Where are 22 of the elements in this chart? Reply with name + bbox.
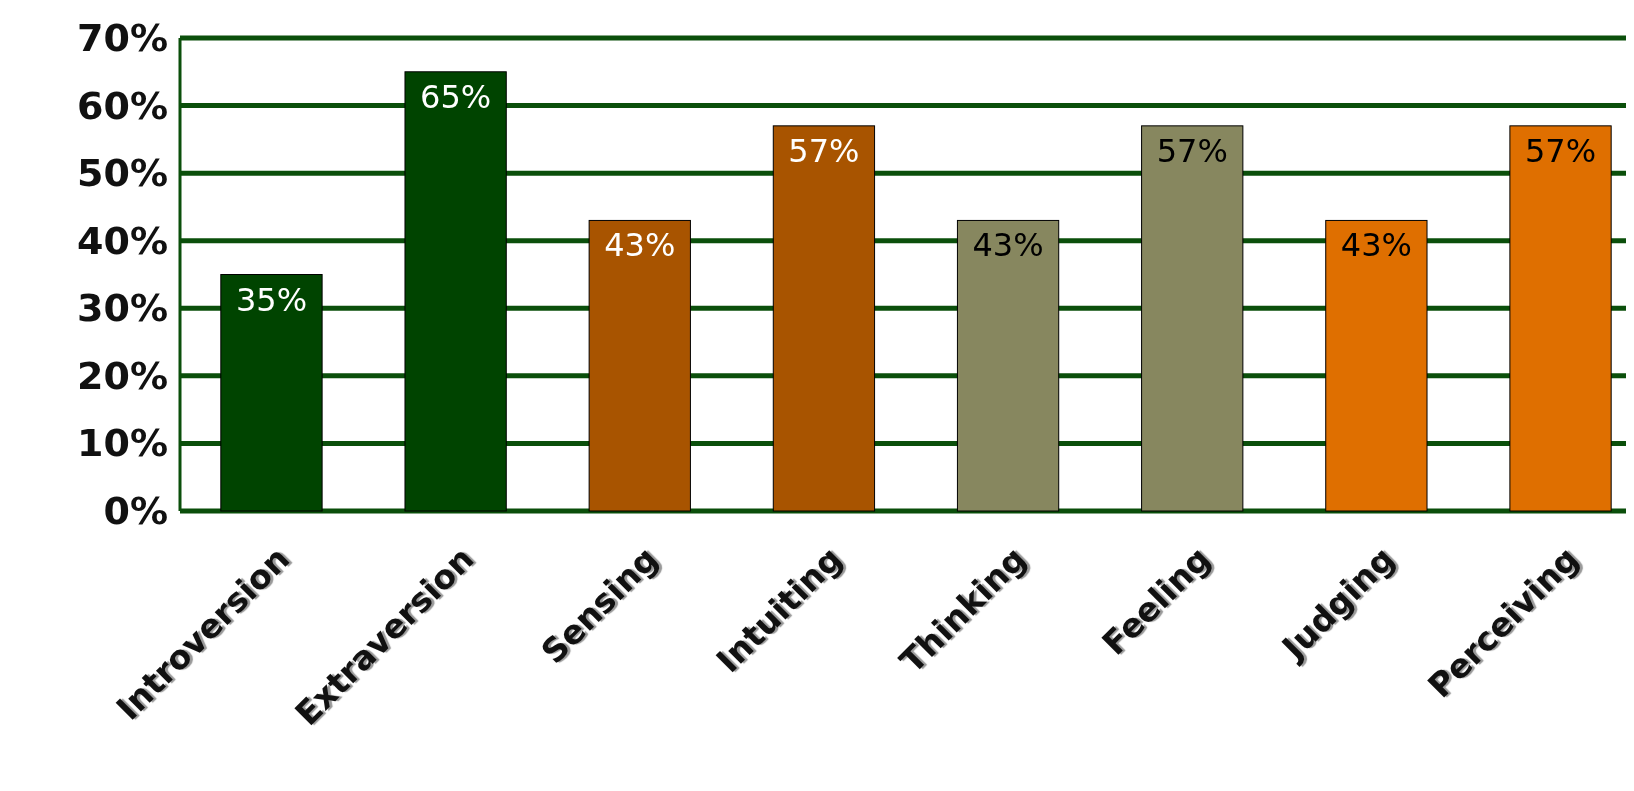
bar xyxy=(1141,125,1244,512)
y-tick-label: 0% xyxy=(103,489,168,533)
data-label: 57% xyxy=(1524,131,1597,170)
y-tick-label: 30% xyxy=(77,286,168,331)
y-tick-label: 70% xyxy=(77,16,168,60)
bar xyxy=(1325,219,1428,512)
y-tick-label: 50% xyxy=(77,151,168,196)
data-label: 43% xyxy=(604,226,676,265)
data-label: 35% xyxy=(235,280,308,319)
bar xyxy=(772,125,876,512)
bar xyxy=(1509,125,1612,512)
y-tick-label: 20% xyxy=(77,353,168,398)
data-label: 43% xyxy=(972,226,1044,265)
y-tick-label: 60% xyxy=(77,83,168,128)
y-tick-label: 40% xyxy=(77,218,168,263)
data-label: 57% xyxy=(788,131,860,170)
data-label: 57% xyxy=(1156,131,1228,170)
data-label: 43% xyxy=(1340,226,1412,265)
y-tick-label: 10% xyxy=(77,421,168,466)
bar xyxy=(956,219,1060,512)
bar xyxy=(588,219,691,512)
data-label: 65% xyxy=(420,77,492,116)
